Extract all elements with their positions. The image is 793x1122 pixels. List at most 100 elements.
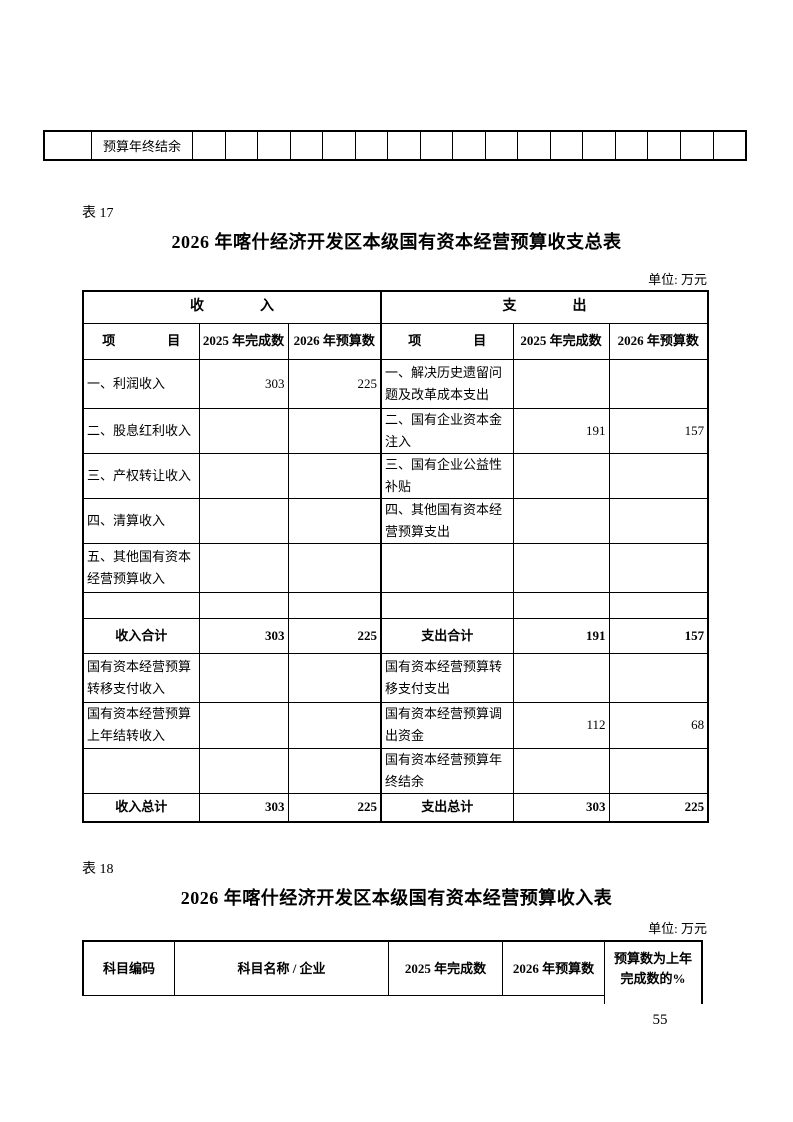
income-2026-value xyxy=(287,542,382,593)
fragment-empty-cell xyxy=(322,132,355,159)
fragment-empty-cell xyxy=(224,132,258,159)
income-2025-value: 303 xyxy=(198,358,289,409)
expense-2025-value xyxy=(512,652,610,703)
expense-subtotal-2025: 191 xyxy=(512,617,610,654)
expense-item-label xyxy=(380,542,514,593)
table17-tag: 表 17 xyxy=(82,206,114,221)
column-header-item-out: 项 目 xyxy=(380,322,514,360)
expense-item-label: 国有资本经营预算调出资金 xyxy=(380,701,514,749)
expense-2025-value xyxy=(512,747,610,794)
column-header-2026-out: 2026 年预算数 xyxy=(608,322,709,360)
income-2026-value xyxy=(287,652,382,703)
column-header-budget-ratio: 预算数为上年 完成数的% xyxy=(604,940,703,1004)
fragment-row-label: 预算年终结余 xyxy=(91,132,192,159)
expense-2026-value xyxy=(608,452,709,499)
table-row: 国有资本经营预算上年结转收入 国有资本经营预算调出资金 112 68 xyxy=(82,701,709,749)
fragment-empty-cell xyxy=(289,132,323,159)
income-2025-value xyxy=(198,497,289,544)
table-row: 一、利润收入 303 225 一、解决历史遗留问题及改革成本支出 xyxy=(82,358,709,409)
table-row: 五、其他国有资本经营预算收入 xyxy=(82,542,709,593)
income-total-2026: 225 xyxy=(287,792,382,823)
expense-2025-value: 191 xyxy=(512,407,610,454)
expense-2026-value xyxy=(608,358,709,409)
income-item-label: 五、其他国有资本经营预算收入 xyxy=(82,542,200,593)
column-header-2025-in: 2025 年完成数 xyxy=(198,322,289,360)
fragment-empty-cell xyxy=(582,132,615,159)
income-total-2025: 303 xyxy=(198,792,289,823)
income-item-label: 三、产权转让收入 xyxy=(82,452,200,499)
income-item-label: 国有资本经营预算转移支付收入 xyxy=(82,652,200,703)
expense-2026-value xyxy=(608,747,709,794)
expense-2025-value: 112 xyxy=(512,701,610,749)
expense-item-label: 三、国有企业公益性补贴 xyxy=(380,452,514,499)
expense-total-2026: 225 xyxy=(608,792,709,823)
expense-subtotal-2026: 157 xyxy=(608,617,709,654)
income-item-label xyxy=(82,747,200,794)
income-item-label: 二、股息红利收入 xyxy=(82,407,200,454)
expense-item-label: 一、解决历史遗留问题及改革成本支出 xyxy=(380,358,514,409)
table-row xyxy=(82,591,709,619)
fragment-empty-cell xyxy=(45,132,91,159)
income-2025-value xyxy=(198,701,289,749)
table18-unit-label: 单位: 万元 xyxy=(648,921,707,936)
fragment-empty-cell xyxy=(712,132,746,159)
expense-2026-value xyxy=(608,591,709,619)
page-number: 55 xyxy=(652,1012,668,1028)
expense-item-label xyxy=(380,591,514,619)
expense-total-2025: 303 xyxy=(512,792,610,823)
expense-2026-value: 68 xyxy=(608,701,709,749)
income-2025-value xyxy=(198,747,289,794)
table-column-header-row: 项 目 2025 年完成数 2026 年预算数 项 目 2025 年完成数 20… xyxy=(82,322,709,360)
column-header-subject-name: 科目名称 / 企业 xyxy=(174,940,389,996)
table18-title: 2026 年喀什经济开发区本级国有资本经营预算收入表 xyxy=(180,888,613,908)
income-subtotal-2025: 303 xyxy=(198,617,289,654)
fragment-empty-cell xyxy=(452,132,485,159)
expense-2026-value: 157 xyxy=(608,407,709,454)
fragment-empty-cell xyxy=(387,132,420,159)
table-row: 四、清算收入 四、其他国有资本经营预算支出 xyxy=(82,497,709,544)
subtotal-row: 收入合计 303 225 支出合计 191 157 xyxy=(82,617,709,654)
expense-item-label: 国有资本经营预算年终结余 xyxy=(380,747,514,794)
fragment-empty-cell xyxy=(419,132,453,159)
income-item-label xyxy=(82,591,200,619)
fragment-empty-cell xyxy=(354,132,388,159)
column-header-2026-in: 2026 年预算数 xyxy=(287,322,382,360)
fragment-empty-cell xyxy=(549,132,583,159)
income-item-label: 一、利润收入 xyxy=(82,358,200,409)
expense-2025-value xyxy=(512,591,610,619)
expense-subtotal-label: 支出合计 xyxy=(380,617,514,654)
income-subtotal-2026: 225 xyxy=(287,617,382,654)
column-header-2025-out: 2025 年完成数 xyxy=(512,322,610,360)
income-2026-value xyxy=(287,407,382,454)
fragment-empty-cell xyxy=(614,132,648,159)
income-2026-value xyxy=(287,497,382,544)
income-2025-value xyxy=(198,591,289,619)
income-item-label: 四、清算收入 xyxy=(82,497,200,544)
budget-ratio-line1: 预算数为上年 xyxy=(613,951,692,966)
expense-2025-value xyxy=(512,452,610,499)
table-row: 三、产权转让收入 三、国有企业公益性补贴 xyxy=(82,452,709,499)
table-group-header-row: 收 入 支 出 xyxy=(82,290,709,324)
table-row: 国有资本经营预算转移支付收入 国有资本经营预算转移支付支出 xyxy=(82,652,709,703)
income-2025-value xyxy=(198,542,289,593)
column-header-item-in: 项 目 xyxy=(82,322,200,360)
expense-item-label: 国有资本经营预算转移支付支出 xyxy=(380,652,514,703)
table-row: 二、股息红利收入 二、国有企业资本金注入 191 157 xyxy=(82,407,709,454)
expense-item-label: 二、国有企业资本金注入 xyxy=(380,407,514,454)
fragment-empty-cell xyxy=(257,132,290,159)
income-2026-value xyxy=(287,701,382,749)
column-header-2026-budget: 2026 年预算数 xyxy=(502,940,605,996)
income-total-label: 收入总计 xyxy=(82,792,200,823)
column-header-subject-code: 科目编码 xyxy=(82,940,175,996)
income-2025-value xyxy=(198,652,289,703)
previous-page-table-fragment: 预算年终结余 xyxy=(43,130,747,161)
expense-2026-value xyxy=(608,497,709,544)
table-row: 国有资本经营预算年终结余 xyxy=(82,747,709,794)
expense-group-header: 支 出 xyxy=(380,290,709,324)
income-2026-value xyxy=(287,747,382,794)
income-2026-value xyxy=(287,452,382,499)
income-2026-value: 225 xyxy=(287,358,382,409)
income-subtotal-label: 收入合计 xyxy=(82,617,200,654)
total-row: 收入总计 303 225 支出总计 303 225 xyxy=(82,792,709,823)
